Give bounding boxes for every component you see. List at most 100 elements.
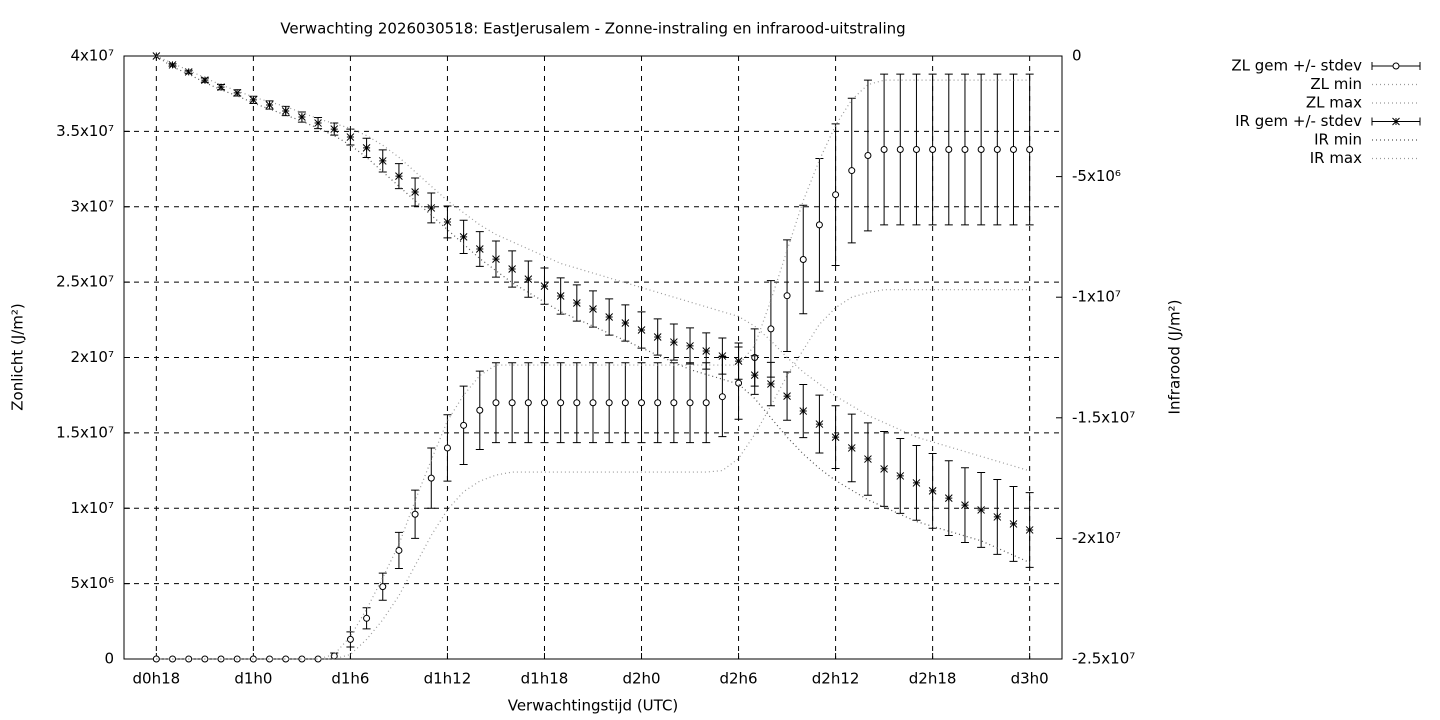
data-point [815, 221, 823, 229]
data-point [184, 68, 193, 76]
data-point [476, 406, 484, 414]
data-point [621, 399, 629, 407]
data-point [638, 399, 646, 407]
data-point [346, 635, 354, 643]
data-point [395, 546, 403, 554]
data-point [249, 96, 258, 104]
data-point [929, 145, 937, 153]
data-point [443, 218, 452, 226]
data-point [880, 465, 888, 473]
data-point [637, 326, 646, 334]
data-point [233, 89, 242, 97]
y-tick-label: 2x10⁷ [70, 348, 114, 366]
data-point [314, 119, 322, 127]
data-point [831, 433, 840, 441]
data-point [460, 421, 468, 429]
chart-title: Verwachting 2026030518: EastJerusalem - … [280, 20, 905, 38]
data-point [896, 145, 904, 153]
data-point [799, 407, 808, 415]
data-point [363, 614, 371, 622]
data-point [961, 145, 969, 153]
y-tick-label: 3.5x10⁷ [56, 122, 114, 140]
data-point [653, 333, 662, 341]
data-point [378, 157, 387, 165]
data-point [1009, 520, 1018, 528]
data-point [573, 399, 581, 407]
data-point [928, 487, 937, 495]
data-point [508, 265, 516, 273]
y2-tick-label: -2x10⁷ [1072, 529, 1121, 547]
data-point [249, 655, 257, 663]
data-point [427, 474, 435, 482]
data-point [540, 282, 549, 290]
data-point [443, 444, 451, 452]
data-point [621, 319, 630, 327]
y-tick-label: 5x10⁶ [70, 574, 114, 592]
legend-label: ZL gem +/- stdev [1231, 57, 1362, 75]
data-point [912, 479, 921, 487]
data-point [799, 256, 807, 264]
x-axis-label: Verwachtingstijd (UTC) [508, 697, 679, 715]
data-point [266, 655, 274, 663]
data-point [1009, 145, 1017, 153]
data-point [346, 133, 355, 141]
data-point [605, 399, 613, 407]
data-point [427, 204, 436, 212]
x-tick-label: d1h0 [234, 670, 272, 688]
data-point [475, 245, 484, 253]
y-tick-label: 0 [104, 650, 114, 668]
y-tick-label: 1.5x10⁷ [56, 423, 114, 441]
data-point [492, 399, 500, 407]
x-tick-label: d2h6 [719, 670, 757, 688]
data-point [217, 83, 225, 91]
data-point [1025, 526, 1034, 534]
data-point [589, 305, 597, 313]
range-line [156, 55, 1030, 472]
y2-tick-label: -1x10⁷ [1072, 288, 1121, 306]
legend-marker [1392, 62, 1400, 70]
data-point [201, 76, 209, 84]
y-tick-label: 2.5x10⁷ [56, 273, 114, 291]
data-point [314, 655, 322, 663]
data-point [605, 313, 614, 321]
data-point [670, 399, 678, 407]
y-tick-label: 1x10⁷ [70, 499, 114, 517]
data-point [832, 191, 840, 199]
data-point [298, 113, 306, 121]
y-axis-label: Zonlicht (J/m²) [9, 303, 27, 411]
data-point [572, 299, 581, 307]
range-line [156, 289, 1030, 660]
legend-label: IR max [1310, 149, 1362, 167]
data-point [912, 145, 920, 153]
legend-label: IR gem +/- stdev [1235, 112, 1362, 130]
data-point [702, 399, 710, 407]
data-point [395, 172, 403, 180]
x-tick-label: d1h18 [521, 670, 569, 688]
legend-label: IR min [1314, 131, 1362, 149]
data-point [767, 325, 775, 333]
y2-axis-label: Infrarood (J/m²) [1166, 300, 1184, 415]
data-point [330, 652, 338, 660]
data-point [961, 501, 969, 509]
data-point [815, 420, 824, 428]
data-point [718, 352, 727, 360]
x-tick-label: d1h6 [331, 670, 369, 688]
data-point [492, 255, 500, 263]
data-point [459, 233, 468, 241]
data-point [298, 655, 306, 663]
data-point [362, 144, 371, 152]
y2-tick-label: -1.5x10⁷ [1072, 408, 1135, 426]
data-point [944, 494, 953, 502]
data-point [411, 510, 419, 518]
range-line [156, 55, 1030, 564]
data-point [282, 655, 290, 663]
data-point [783, 292, 791, 300]
data-point [718, 393, 726, 401]
data-point [783, 392, 791, 400]
data-point [411, 188, 419, 196]
data-point [379, 583, 387, 591]
data-point [767, 380, 775, 388]
x-tick-label: d0h18 [133, 670, 181, 688]
